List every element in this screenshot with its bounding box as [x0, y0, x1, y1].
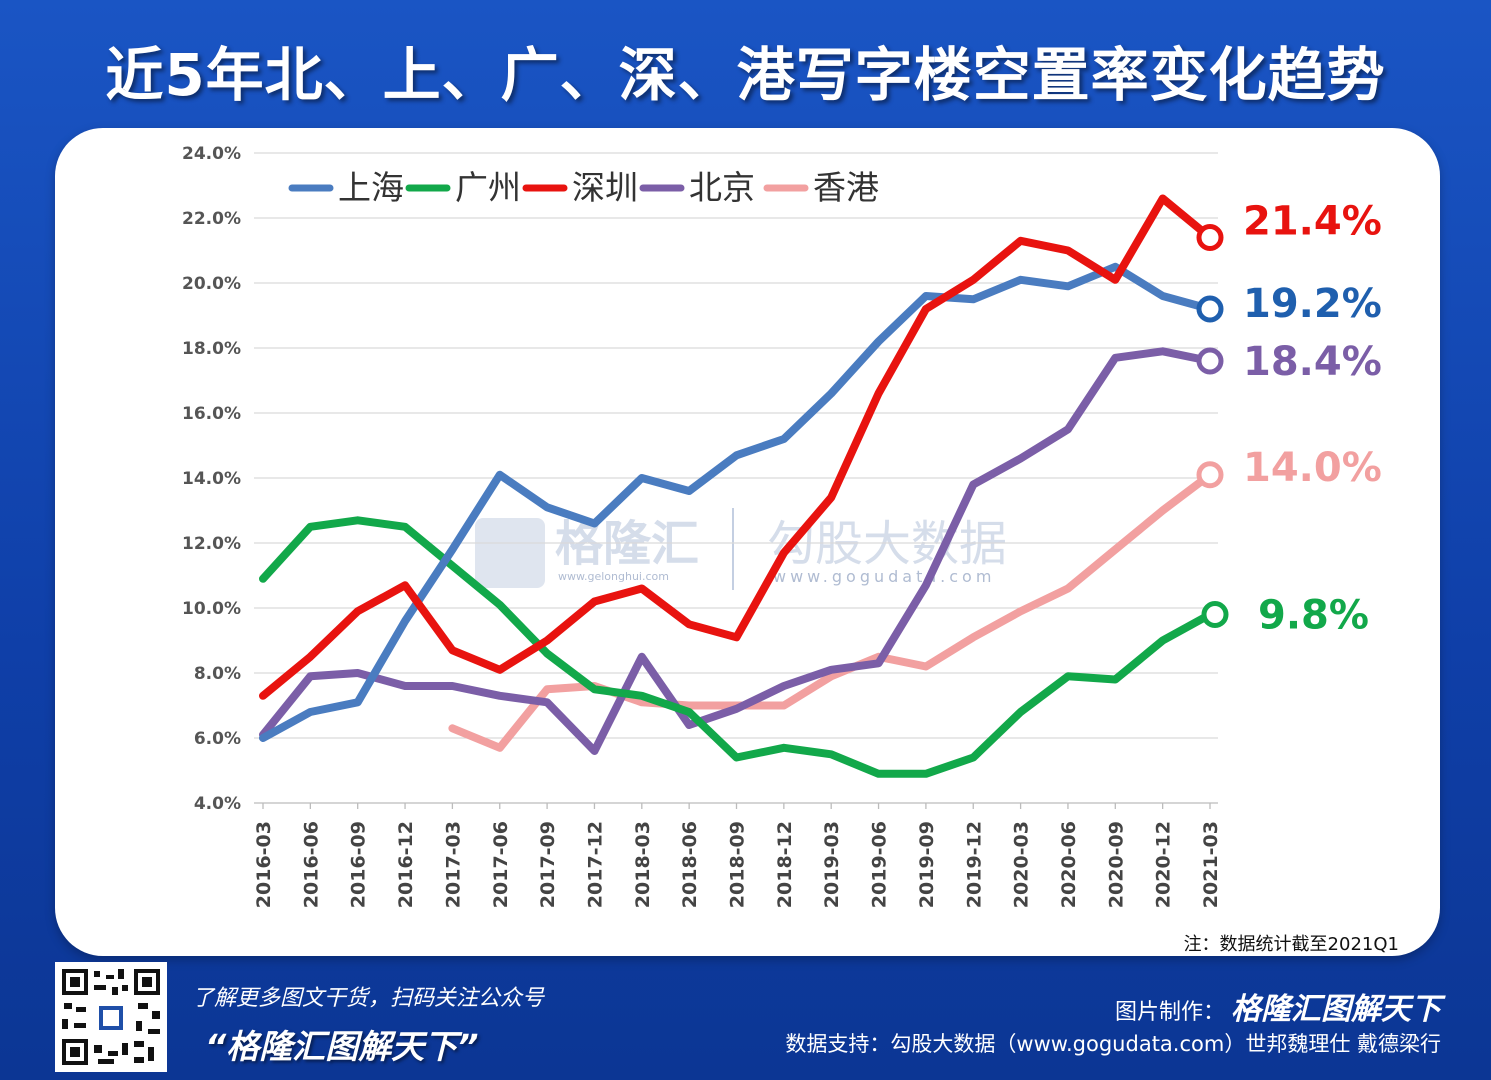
legend-label: 广州 — [455, 168, 521, 207]
y-tick-label: 12.0% — [182, 534, 241, 554]
x-tick-label: 2021-03 — [1200, 821, 1222, 908]
end-value-label: 21.4% — [1243, 199, 1382, 245]
y-tick-label: 4.0% — [194, 794, 241, 814]
x-tick-label: 2020-12 — [1153, 821, 1175, 908]
end-value-label: 14.0% — [1243, 445, 1382, 491]
x-tick-label: 2017-12 — [584, 821, 606, 908]
x-tick-label: 2017-06 — [490, 821, 512, 908]
end-marker — [1204, 604, 1226, 626]
end-marker — [1199, 227, 1221, 249]
x-tick-label: 2019-09 — [916, 821, 938, 908]
legend-label: 上海 — [338, 168, 404, 207]
x-tick-label: 2020-03 — [1011, 821, 1033, 908]
watermark-url2: www.gogudata.com — [773, 567, 995, 586]
promo-line: 了解更多图文干货，扫码关注公众号 — [192, 980, 544, 1012]
x-tick-label: 2019-03 — [821, 821, 843, 908]
y-tick-label: 8.0% — [194, 664, 241, 684]
legend-label: 北京 — [689, 168, 755, 207]
x-tick-label: 2018-06 — [679, 821, 701, 908]
legend-label: 香港 — [813, 168, 879, 207]
y-tick-label: 14.0% — [182, 469, 241, 489]
y-tick-label: 24.0% — [182, 144, 241, 164]
end-value-label: 18.4% — [1243, 339, 1382, 385]
chart-title: 近5年北、上、广、深、港写字楼空置率变化趋势 — [0, 28, 1491, 112]
maker-credit: 图片制作： 格隆汇图解天下 — [1115, 984, 1441, 1028]
end-value-label: 9.8% — [1258, 593, 1369, 639]
x-tick-label: 2018-03 — [632, 821, 654, 908]
x-tick-label: 2018-09 — [727, 821, 749, 908]
y-tick-label: 6.0% — [194, 729, 241, 749]
watermark-brand1: 格隆汇 — [555, 516, 699, 572]
x-tick-label: 2016-09 — [348, 821, 370, 908]
y-tick-label: 18.0% — [182, 339, 241, 359]
x-tick-label: 2016-06 — [300, 821, 322, 908]
y-tick-label: 22.0% — [182, 209, 241, 229]
qr-code — [55, 962, 167, 1072]
end-marker — [1199, 464, 1221, 486]
series-line-1 — [263, 520, 1210, 774]
y-tick-label: 16.0% — [182, 404, 241, 424]
line-chart: 格隆汇 www.gelonghui.com 勾股大数据 www.gogudata… — [55, 128, 1440, 956]
x-tick-label: 2019-06 — [869, 821, 891, 908]
series-line-0 — [263, 267, 1210, 738]
maker-brand: 格隆汇图解天下 — [1231, 992, 1441, 1027]
x-tick-label: 2020-06 — [1058, 821, 1080, 908]
x-tick-label: 2016-03 — [253, 821, 275, 908]
x-tick-label: 2020-09 — [1105, 821, 1127, 908]
data-source: 数据支持：勾股大数据（www.gogudata.com）世邦魏理仕 戴德梁行 — [785, 1028, 1441, 1058]
y-tick-label: 20.0% — [182, 274, 241, 294]
series-line-3 — [263, 351, 1210, 751]
x-tick-label: 2017-03 — [442, 821, 464, 908]
promo-account: “格隆汇图解天下” — [205, 1020, 479, 1068]
data-note: 注：数据统计截至2021Q1 — [1184, 930, 1399, 956]
x-tick-label: 2017-09 — [537, 821, 559, 908]
x-tick-label: 2019-12 — [963, 821, 985, 908]
maker-label: 图片制作： — [1115, 1000, 1225, 1025]
legend-label: 深圳 — [572, 168, 638, 207]
watermark-url1: www.gelonghui.com — [558, 570, 669, 583]
chart-panel: 格隆汇 www.gelonghui.com 勾股大数据 www.gogudata… — [55, 128, 1440, 956]
end-value-label: 19.2% — [1243, 281, 1382, 327]
end-marker — [1199, 350, 1221, 372]
x-tick-label: 2016-12 — [395, 821, 417, 908]
x-tick-label: 2018-12 — [774, 821, 796, 908]
y-tick-label: 10.0% — [182, 599, 241, 619]
end-marker — [1199, 298, 1221, 320]
